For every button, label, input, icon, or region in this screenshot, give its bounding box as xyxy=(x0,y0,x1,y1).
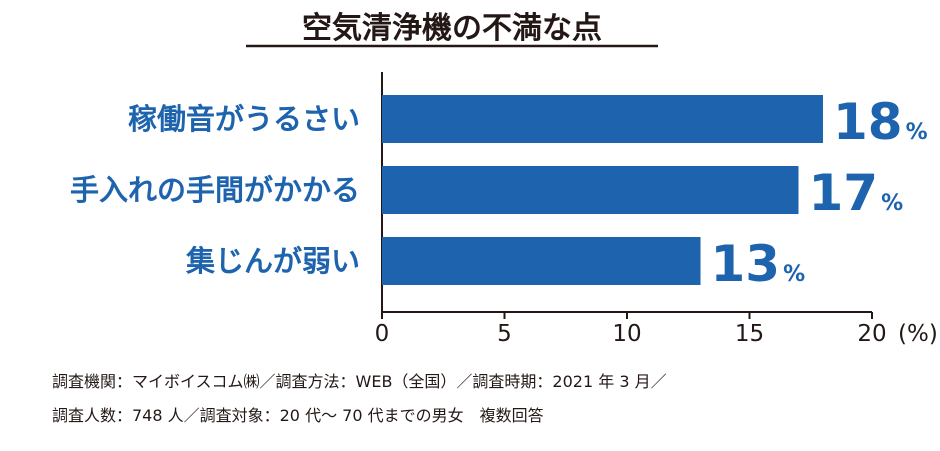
value-label-3: 13 xyxy=(711,235,781,293)
bar-2 xyxy=(382,166,799,214)
survey-note-line-2: 調査人数：748 人／調査対象：20 代〜 70 代までの男女 複数回答 xyxy=(52,406,544,425)
x-axis-unit-label: (%) xyxy=(898,321,938,347)
value-label-2: 17 xyxy=(809,164,879,222)
chart-title: 空気清浄機の不満な点 xyxy=(302,11,602,46)
value-unit-3: % xyxy=(783,262,805,287)
bar-3 xyxy=(382,237,701,285)
x-tick-label: 0 xyxy=(375,321,390,347)
value-unit-1: % xyxy=(906,120,928,145)
x-tick-label: 15 xyxy=(735,321,764,347)
plot-area: 0 5 10 15 20 (%) 稼働音がうるさい 18 % 手入れの手間がかかる 17 % 集じんが弱… xyxy=(70,72,938,347)
x-tick-label: 5 xyxy=(497,321,512,347)
survey-note-line-1: 調査機関：マイボイスコム㈱／調査方法：WEB（全国）／調査時期：2021 年 3… xyxy=(52,372,667,391)
category-label-1: 稼働音がうるさい xyxy=(128,102,360,136)
x-tick-label: 10 xyxy=(612,321,641,347)
value-unit-2: % xyxy=(881,191,903,216)
bar-1 xyxy=(382,95,823,143)
category-label-2: 手入れの手間がかかる xyxy=(70,173,360,207)
value-label-1: 18 xyxy=(833,93,903,151)
category-label-3: 集じんが弱い xyxy=(185,244,360,278)
x-tick-label: 20 xyxy=(857,321,886,347)
